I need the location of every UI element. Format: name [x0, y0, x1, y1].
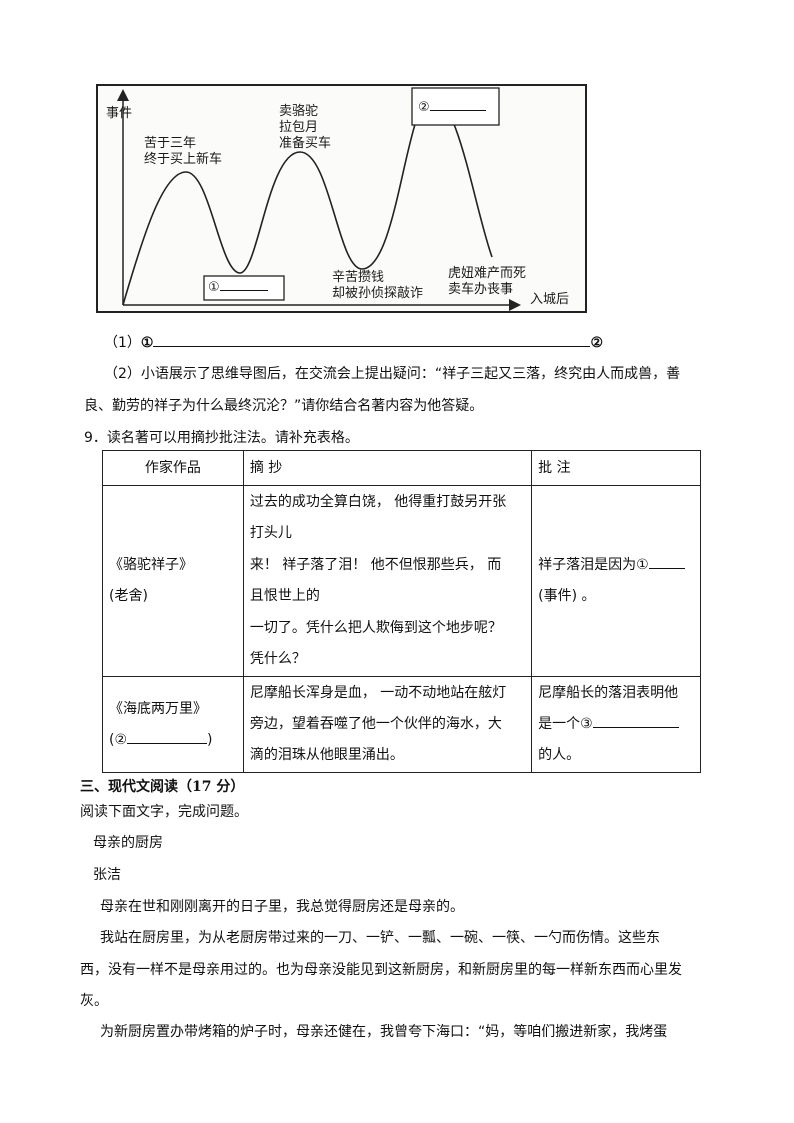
- excerpt-annotation-table: 作家作品 摘 抄 批 注 《骆驼祥子》 (老舍) 过去的成功全算白饶， 他得重打鼓…: [102, 450, 701, 773]
- header-note: 批 注: [531, 450, 701, 486]
- event-label: 卖骆驼 拉包月 准备买车: [279, 104, 332, 151]
- header-work: 作家作品: [102, 450, 244, 486]
- event-label: 苦于三年 终于买上新车: [144, 136, 223, 167]
- blank-box-1: [203, 275, 285, 301]
- note-cell: 祥子落泪是因为① (事件) 。: [531, 485, 701, 677]
- curve-chart: [117, 87, 521, 311]
- plot-mind-map-figure: 事件 入城后 苦于三年 终于买上新车 ① 卖骆驼 拉包月 准备买车 辛苦攒钱 却被孙侦探…: [96, 84, 587, 313]
- answer-blank-1[interactable]: [153, 346, 591, 347]
- paragraph-line: 母亲在世和刚刚离开的日子里，我总觉得厨房还是母亲的。: [100, 899, 464, 915]
- q8-part2-line1: （2）小语展示了思维导图后，在交流会上提出疑问：“祥子三起又三落，终究由人而成兽…: [104, 366, 681, 382]
- work-cell: 《海底两万里》 (②): [102, 676, 244, 773]
- paragraph-line: 西，没有一样不是母亲用过的。也为母亲没能见到这新厨房，和新厨房里的每一样新东西而…: [80, 962, 682, 978]
- answer-blank-person[interactable]: [592, 727, 679, 728]
- table-header-row: 作家作品 摘 抄 批 注: [102, 450, 701, 486]
- table-row: 《骆驼祥子》 (老舍) 过去的成功全算白饶， 他得重打鼓另开张 打头儿 来！ 祥子落了…: [102, 485, 701, 677]
- q8-part2-line2: 良、勤劳的祥子为什么最终沉沦？”请你结合名著内容为他答疑。: [84, 398, 484, 414]
- paragraph-line: 为新厨房置办带烤箱的炉子时，母亲还健在，我曾夸下海口：“妈，等咱们搬进新家，我烤…: [100, 1024, 668, 1040]
- answer-blank-event[interactable]: [648, 568, 685, 569]
- event-label: 辛苦攒钱 却被孙侦探敲诈: [332, 270, 424, 301]
- y-axis-label: 事件: [106, 106, 133, 121]
- work-cell: 《骆驼祥子》 (老舍): [102, 485, 244, 677]
- note-cell: 尼摩船长的落泪表明他 是一个③ 的人。: [531, 676, 701, 773]
- q9-title: 9．读名著可以用摘抄批注法。请补充表格。: [84, 430, 359, 446]
- event-blank-1: ①: [208, 280, 268, 296]
- event-blank-2: ②: [418, 100, 486, 116]
- excerpt-cell: 过去的成功全算白饶， 他得重打鼓另开张 打头儿 来！ 祥子落了泪！ 他不但恨那些兵，…: [242, 485, 533, 677]
- answer-blank-author[interactable]: [127, 742, 208, 744]
- event-label: 虎妞难产而死 卖车办丧事: [448, 266, 527, 297]
- article-title: 母亲的厨房: [93, 835, 163, 851]
- section3-heading: 三、现代文阅读（17 分）: [80, 779, 245, 795]
- blank-box-2: [411, 87, 500, 126]
- paragraph-line: 灰。: [80, 993, 108, 1009]
- q8-part1: （1）① ②: [104, 335, 604, 351]
- table-row: 《海底两万里》 (②) 尼摩船长浑身是血， 一动不动地站在舷灯 旁边，望着吞噬了他一…: [102, 676, 701, 773]
- article-author: 张洁: [93, 867, 121, 883]
- x-axis-label: 入城后: [530, 292, 570, 307]
- header-excerpt: 摘 抄: [242, 450, 533, 486]
- paragraph-line: 我站在厨房里，为从老厨房带过来的一刀、一铲、一瓢、一碗、一筷、一勺而伤情。这些东: [100, 930, 660, 946]
- section3-instruction: 阅读下面文字，完成问题。: [80, 804, 248, 820]
- excerpt-cell: 尼摩船长浑身是血， 一动不动地站在舷灯 旁边，望着吞噬了他一个伙伴的海水，大 滴的泪…: [242, 676, 533, 773]
